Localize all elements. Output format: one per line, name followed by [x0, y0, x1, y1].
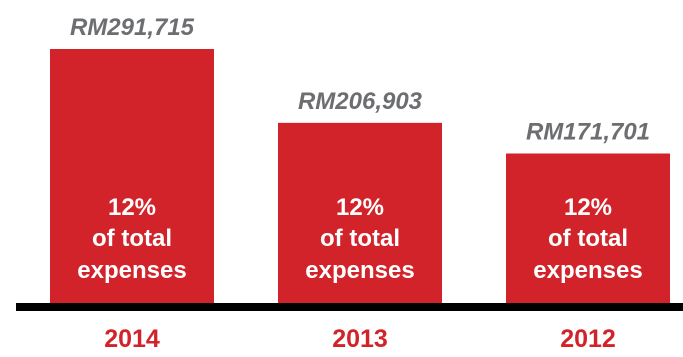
bar-text-2012-line-3: expenses — [533, 257, 642, 284]
value-label-2012: RM171,701 — [526, 118, 650, 145]
bar-text-2014-line-2: of total — [92, 225, 172, 252]
bar-text-2012-line-2: of total — [548, 225, 628, 252]
chart-baseline — [16, 303, 683, 311]
category-label-2012: 2012 — [560, 325, 616, 353]
bars-group — [50, 49, 670, 304]
bar-text-2013-line-3: expenses — [305, 257, 414, 284]
category-label-2014: 2014 — [104, 325, 160, 353]
bar-text-2014-line-1: 12% — [108, 194, 156, 221]
value-label-2014: RM291,715 — [70, 14, 195, 41]
bar-text-2013-line-2: of total — [320, 225, 400, 252]
bar-2014 — [50, 49, 214, 303]
labels-group: RM291,715 12% of total expenses 2014 RM206,90… — [70, 14, 650, 353]
bar-2013 — [278, 122, 442, 304]
value-label-2013: RM206,903 — [298, 88, 423, 115]
bar-text-2014-line-3: expenses — [77, 257, 186, 284]
bar-text-2013-line-1: 12% — [336, 194, 384, 221]
category-label-2013: 2013 — [332, 325, 388, 353]
bar-text-2012-line-1: 12% — [564, 194, 612, 221]
bar-2012 — [506, 153, 670, 303]
